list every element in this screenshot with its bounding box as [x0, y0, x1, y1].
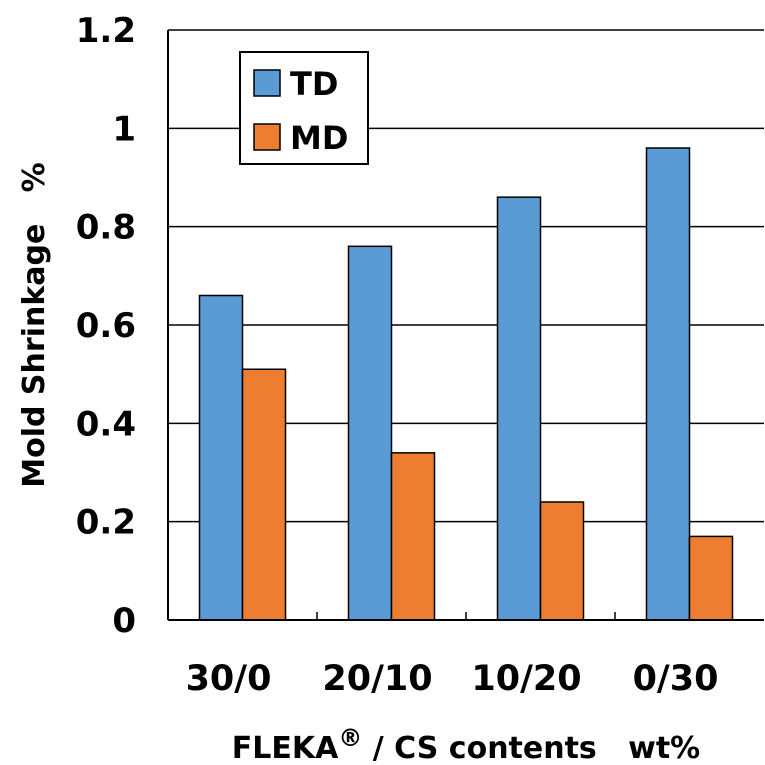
x-tick-label: 10/20 — [471, 659, 581, 699]
y-tick-label: 1.2 — [76, 11, 136, 51]
bar-td-1 — [198, 294, 244, 621]
y-tick-label: 1 — [112, 109, 136, 149]
x-tick-labels: 30/0 20/10 10/20 0/30 — [186, 659, 719, 699]
bar-md-2 — [390, 452, 436, 621]
y-tick-label: 0 — [112, 601, 136, 641]
y-axis-title: Mold Shrinkage % — [17, 162, 52, 487]
x-axis-title-main: FLEKA — [232, 731, 339, 765]
bar-td-4 — [645, 147, 691, 621]
legend-swatch-md — [253, 123, 281, 151]
y-tick-labels: 0 0.2 0.4 0.6 0.8 1 1.2 — [76, 11, 136, 641]
bar-td-3 — [496, 196, 542, 621]
bar-md-1 — [241, 368, 287, 621]
x-tick-marks — [316, 612, 616, 620]
y-tick-label: 0.2 — [76, 503, 136, 543]
legend-label-md: MD — [290, 119, 348, 157]
x-tick-label: 0/30 — [633, 659, 719, 699]
legend: TD MD — [239, 51, 369, 165]
y-tick-label: 0.4 — [76, 404, 136, 444]
x-tick-label: 20/10 — [322, 659, 432, 699]
y-tick-label: 0.8 — [76, 208, 136, 248]
bar-md-3 — [539, 501, 585, 621]
x-tick-label: 30/0 — [186, 659, 272, 699]
bar-md-4 — [688, 535, 734, 621]
y-tick-label: 0.6 — [76, 306, 136, 346]
bar-group — [198, 147, 734, 621]
bar-td-2 — [347, 245, 393, 621]
legend-swatch-td — [253, 69, 281, 97]
x-axis-title-superscript: ® — [338, 724, 362, 752]
x-axis-title: FLEKA® / CS contents wt% — [232, 724, 701, 765]
x-axis-title-rest: / CS contents wt% — [362, 731, 700, 765]
legend-label-td: TD — [290, 65, 338, 103]
